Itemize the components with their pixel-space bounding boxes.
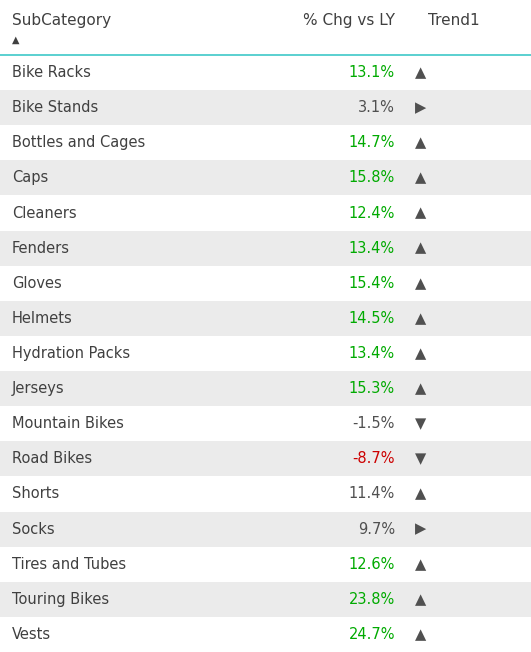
- Text: 12.6%: 12.6%: [349, 557, 395, 572]
- Text: ▲: ▲: [415, 205, 426, 220]
- Bar: [0, 546, 531, 582]
- Bar: [0, 231, 531, 266]
- Text: Fenders: Fenders: [12, 241, 70, 256]
- Text: % Chg vs LY: % Chg vs LY: [303, 14, 395, 29]
- Text: -1.5%: -1.5%: [353, 416, 395, 431]
- Text: ▲: ▲: [415, 486, 426, 501]
- Text: ▲: ▲: [415, 592, 426, 607]
- Text: 15.4%: 15.4%: [349, 276, 395, 291]
- Text: 14.7%: 14.7%: [349, 136, 395, 151]
- Bar: [0, 336, 531, 371]
- Text: Jerseys: Jerseys: [12, 381, 65, 396]
- Bar: [0, 512, 531, 546]
- Text: ▶: ▶: [415, 522, 426, 537]
- Bar: [0, 301, 531, 336]
- Text: ▲: ▲: [415, 136, 426, 151]
- Text: 24.7%: 24.7%: [348, 627, 395, 642]
- Text: ▲: ▲: [415, 65, 426, 80]
- Text: 13.1%: 13.1%: [349, 65, 395, 80]
- Bar: [0, 406, 531, 441]
- Text: ▲: ▲: [415, 557, 426, 572]
- Bar: [0, 371, 531, 406]
- Text: 9.7%: 9.7%: [358, 522, 395, 537]
- Text: Bike Stands: Bike Stands: [12, 100, 98, 115]
- Text: Mountain Bikes: Mountain Bikes: [12, 416, 124, 431]
- Text: 14.5%: 14.5%: [349, 311, 395, 326]
- Text: 13.4%: 13.4%: [349, 346, 395, 361]
- Text: -8.7%: -8.7%: [353, 451, 395, 466]
- Text: Tires and Tubes: Tires and Tubes: [12, 557, 126, 572]
- Text: ▲: ▲: [415, 241, 426, 256]
- Text: 15.8%: 15.8%: [349, 170, 395, 185]
- Text: ▲: ▲: [415, 276, 426, 291]
- Text: Vests: Vests: [12, 627, 51, 642]
- Text: 11.4%: 11.4%: [349, 486, 395, 501]
- Bar: [0, 125, 531, 160]
- Bar: [0, 441, 531, 477]
- Text: Helmets: Helmets: [12, 311, 73, 326]
- Text: ▶: ▶: [415, 100, 426, 115]
- Text: Caps: Caps: [12, 170, 48, 185]
- Bar: [0, 266, 531, 301]
- Bar: [0, 582, 531, 617]
- Text: SubCategory: SubCategory: [12, 14, 111, 29]
- Text: 13.4%: 13.4%: [349, 241, 395, 256]
- Bar: [0, 477, 531, 512]
- Text: Touring Bikes: Touring Bikes: [12, 592, 109, 607]
- Text: 23.8%: 23.8%: [349, 592, 395, 607]
- Text: Shorts: Shorts: [12, 486, 59, 501]
- Bar: [0, 55, 531, 90]
- Text: ▲: ▲: [415, 627, 426, 642]
- Bar: [0, 196, 531, 231]
- Text: 3.1%: 3.1%: [358, 100, 395, 115]
- Text: Trend1: Trend1: [429, 14, 480, 29]
- Bar: [0, 617, 531, 652]
- Text: 15.3%: 15.3%: [349, 381, 395, 396]
- Text: Gloves: Gloves: [12, 276, 62, 291]
- Text: ▼: ▼: [415, 416, 426, 431]
- Text: Road Bikes: Road Bikes: [12, 451, 92, 466]
- Text: Bottles and Cages: Bottles and Cages: [12, 136, 145, 151]
- Text: Bike Racks: Bike Racks: [12, 65, 91, 80]
- Bar: [0, 160, 531, 196]
- Text: ▲: ▲: [415, 381, 426, 396]
- Text: ▲: ▲: [415, 311, 426, 326]
- Text: ▼: ▼: [415, 451, 426, 466]
- Text: ▲: ▲: [12, 35, 20, 44]
- Text: 12.4%: 12.4%: [349, 205, 395, 220]
- Text: Hydration Packs: Hydration Packs: [12, 346, 130, 361]
- Text: Cleaners: Cleaners: [12, 205, 76, 220]
- Bar: [0, 90, 531, 125]
- Text: ▲: ▲: [415, 346, 426, 361]
- Text: ▲: ▲: [415, 170, 426, 185]
- Text: Socks: Socks: [12, 522, 55, 537]
